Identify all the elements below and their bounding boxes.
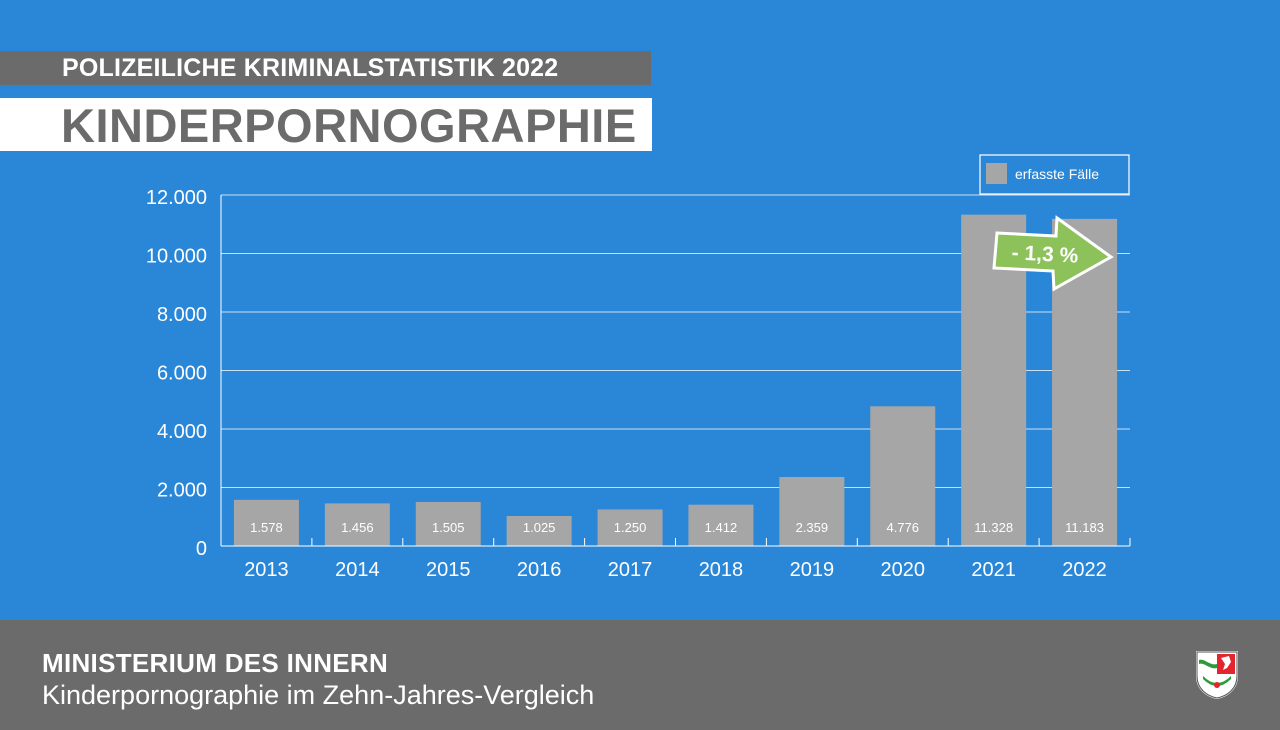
y-tick-label: 6.000 — [157, 363, 207, 385]
x-tick-label: 2017 — [608, 559, 653, 581]
bar — [233, 499, 299, 546]
x-tick-label: 2016 — [517, 559, 562, 581]
change-arrow: - 1,3 % — [992, 215, 1114, 292]
y-tick-label: 8.000 — [157, 304, 207, 326]
data-label: 1.456 — [341, 520, 374, 535]
x-tick-label: 2018 — [699, 559, 744, 581]
bar — [597, 509, 663, 546]
y-tick-label: 12.000 — [146, 187, 207, 209]
y-tick-label: 4.000 — [157, 421, 207, 443]
data-label: 1.250 — [614, 520, 647, 535]
page-title: KINDERPORNOGRAPHIE — [0, 98, 652, 152]
data-label: 1.505 — [432, 520, 465, 535]
bar — [415, 501, 481, 546]
legend-swatch — [986, 163, 1007, 184]
data-label: 11.328 — [974, 520, 1013, 535]
bar — [870, 406, 936, 546]
x-tick-label: 2021 — [971, 559, 1016, 581]
data-label: 1.025 — [523, 520, 556, 535]
data-label: 4.776 — [886, 520, 919, 535]
bar — [688, 504, 754, 546]
x-tick-label: 2015 — [426, 559, 471, 581]
y-tick-labels: 0 2.000 4.000 6.000 8.000 10.000 12.000 — [146, 187, 207, 560]
x-tick-label: 2022 — [1062, 559, 1107, 581]
legend-box — [979, 154, 1130, 195]
x-tick-label: 2020 — [881, 559, 926, 581]
x-tick-label: 2014 — [335, 559, 380, 581]
footer-band: MINISTERIUM DES INNERN Kinderpornographi… — [0, 620, 1280, 730]
x-tick-labels: 2013 2014 2015 2016 2017 2018 2019 2020 2021 2022 — [244, 559, 1107, 581]
legend: erfasste Fälle — [979, 154, 1130, 195]
y-tick-label: 0 — [196, 538, 207, 560]
nrw-coat-of-arms-icon — [1196, 651, 1238, 700]
kicker-banner: POLIZEILICHE KRIMINALSTATISTIK 2022 — [0, 51, 651, 85]
data-label: 1.412 — [705, 520, 738, 535]
bars — [233, 214, 1118, 546]
footer-subtitle: Kinderpornographie im Zehn-Jahres-Vergle… — [42, 680, 595, 710]
y-tick-label: 2.000 — [157, 480, 207, 502]
data-label: 2.359 — [796, 520, 829, 535]
ministry-name: MINISTERIUM DES INNERN — [42, 648, 389, 678]
axes — [220, 195, 1131, 547]
bar — [324, 503, 390, 546]
bar — [506, 516, 572, 546]
bar — [779, 476, 845, 546]
data-label: 11.183 — [1065, 520, 1104, 535]
data-label: 1.578 — [250, 520, 283, 535]
right-arrow-icon — [992, 215, 1114, 292]
data-labels: 1.578 1.456 1.505 1.025 1.250 1.412 2.359 4.776… — [250, 520, 1104, 535]
y-tick-label: 10.000 — [146, 246, 207, 268]
x-tick-label: 2013 — [244, 559, 289, 581]
legend-label: erfasste Fälle — [1015, 166, 1099, 182]
x-tick-label: 2019 — [790, 559, 835, 581]
change-label: - 1,3 % — [1011, 241, 1079, 267]
